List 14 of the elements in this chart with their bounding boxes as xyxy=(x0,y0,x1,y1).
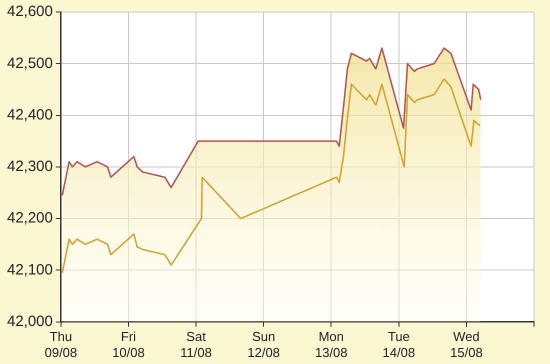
y-tick-label: 42,600 xyxy=(6,3,53,20)
y-tick-label: 42,100 xyxy=(6,261,53,278)
x-tick-label: Fri 10/08 xyxy=(112,329,145,360)
y-tick-label: 42,300 xyxy=(6,158,53,176)
x-tick-label: Sat 11/08 xyxy=(180,329,212,360)
x-tick-label: Thu 09/08 xyxy=(44,329,78,360)
x-tick-label: Sun 12/08 xyxy=(247,329,280,360)
y-tick-label: 42,400 xyxy=(6,106,53,124)
x-tick-label: Tue 14/08 xyxy=(382,329,416,360)
y-tick-label: 42,200 xyxy=(6,210,53,227)
x-tick-label: Mon 13/08 xyxy=(314,329,348,360)
y-tick-label: 42,000 xyxy=(6,312,53,330)
y-tick-label: 42,500 xyxy=(6,54,53,72)
x-tick-label: Wed 15/08 xyxy=(450,329,483,360)
